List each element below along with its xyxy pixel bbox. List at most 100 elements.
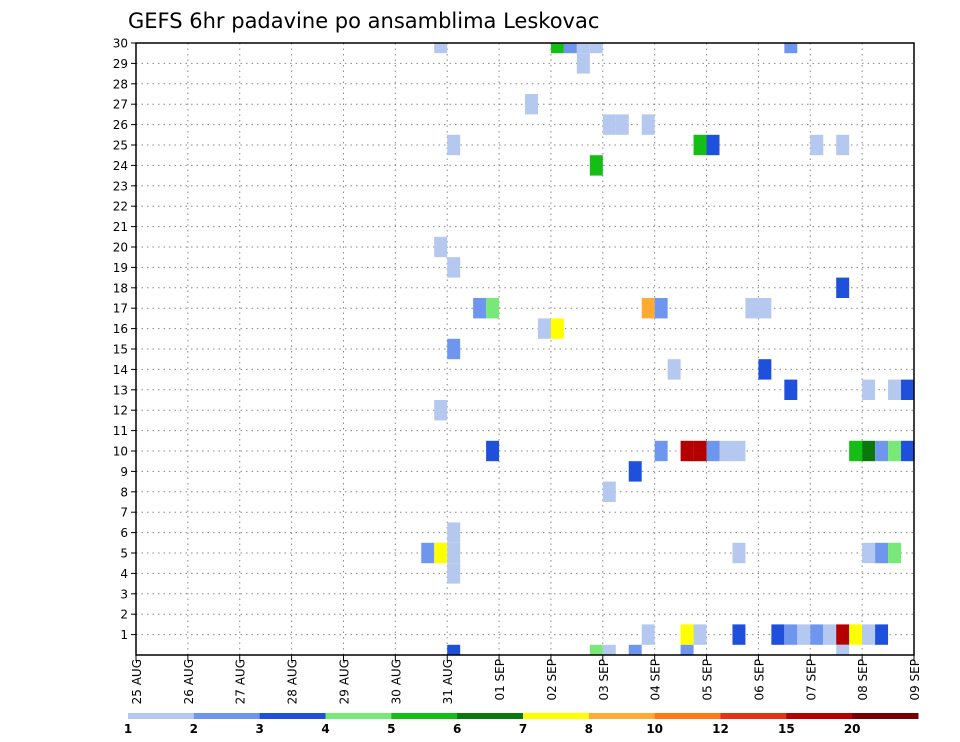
data-cell [849, 440, 863, 462]
x-tick-label: 31 AUG [441, 659, 455, 704]
grid-lines [136, 42, 914, 655]
x-tick-label: 29 AUG [337, 659, 351, 704]
chart-title: GEFS 6hr padavine po ansamblima Leskovac [128, 9, 599, 33]
x-tick-label: 25 AUG [130, 659, 144, 704]
colorbar-label: 12 [712, 722, 729, 736]
data-cell [486, 440, 500, 462]
data-cell [641, 298, 655, 319]
data-cell [862, 440, 876, 462]
x-tick-label: 04 SEP [649, 659, 663, 701]
colorbar-label: 15 [778, 722, 795, 736]
y-tick-label: 2 [120, 608, 128, 622]
data-cell [589, 43, 603, 54]
x-tick-label: 08 SEP [856, 659, 870, 701]
data-cell [875, 542, 889, 564]
data-cell [797, 624, 811, 645]
data-cell [447, 644, 461, 655]
y-tick-label: 4 [120, 567, 128, 581]
data-cell [849, 624, 863, 645]
data-cell [447, 338, 461, 360]
data-cell [602, 481, 616, 502]
data-cell [486, 298, 500, 319]
data-cell [421, 542, 435, 564]
data-cell [810, 624, 824, 645]
data-cell [862, 542, 876, 564]
data-cell [784, 43, 798, 54]
data-cell [525, 94, 538, 115]
y-tick-label: 3 [120, 587, 128, 601]
data-cell [447, 134, 461, 156]
data-cell [693, 624, 707, 645]
data-cell [641, 624, 655, 645]
data-cell [628, 461, 642, 482]
data-cell [434, 236, 448, 258]
y-tick-label: 20 [113, 241, 128, 255]
data-cell [901, 440, 914, 462]
colorbar-label: 20 [844, 722, 861, 736]
y-tick-label: 21 [113, 220, 128, 234]
colorbar-swatch [325, 713, 392, 719]
y-tick-label: 1 [120, 628, 128, 642]
data-cell [537, 318, 551, 339]
y-tick-label: 8 [120, 485, 128, 499]
data-cell [888, 542, 902, 564]
data-cell [589, 644, 603, 655]
data-cell [732, 440, 746, 462]
y-tick-label: 15 [113, 343, 128, 357]
x-tick-label: 05 SEP [701, 659, 715, 701]
data-cell [563, 43, 577, 54]
data-cell [706, 134, 720, 156]
y-tick-label: 19 [113, 261, 128, 275]
y-tick-label: 28 [113, 77, 128, 91]
data-cell [447, 522, 461, 543]
x-tick-label: 07 SEP [804, 659, 818, 701]
colorbar-swatch [588, 713, 656, 719]
data-cell [434, 400, 448, 421]
colorbar-swatch [128, 713, 195, 719]
data-cell [667, 359, 681, 380]
data-cell [823, 624, 837, 645]
data-cell [447, 542, 461, 564]
data-cell [680, 440, 694, 462]
colorbar-label: 7 [519, 722, 527, 736]
colorbar-swatch [720, 713, 787, 719]
colorbar-swatch [654, 713, 721, 719]
colorbar-swatch [457, 713, 524, 719]
x-axis: 25 AUG 26 AUG 27 AUG 28 AUG 29 AUG 30 AUG 31 A… [130, 655, 922, 704]
y-tick-label: 13 [113, 383, 128, 397]
data-cell [836, 624, 850, 645]
y-tick-label: 24 [113, 159, 128, 173]
x-tick-label: 09 SEP [908, 659, 922, 701]
y-tick-label: 27 [113, 98, 128, 112]
data-cell [784, 379, 798, 400]
y-tick-label: 6 [120, 526, 128, 540]
x-tick-label: 28 AUG [286, 659, 300, 704]
data-cell [758, 298, 772, 319]
y-tick-label: 18 [113, 281, 128, 295]
data-cell [550, 43, 564, 54]
x-tick-label: 30 AUG [389, 659, 403, 704]
x-tick-label: 26 AUG [182, 659, 196, 704]
y-tick-label: 23 [113, 179, 128, 193]
y-tick-label: 17 [113, 302, 128, 316]
colorbar-swatch [259, 713, 326, 719]
data-cell [810, 134, 824, 156]
y-tick-label: 9 [120, 465, 128, 479]
colorbar-swatch [523, 713, 590, 719]
data-cell [693, 134, 707, 156]
data-cell [628, 644, 642, 655]
data-cell [875, 624, 889, 645]
data-cell [434, 43, 448, 54]
data-cell [888, 440, 902, 462]
x-tick-label: 03 SEP [597, 659, 611, 701]
colorbar-label: 3 [255, 722, 263, 736]
y-tick-label: 7 [120, 506, 128, 520]
y-tick-label: 29 [113, 57, 128, 71]
colorbar-label: 1 [124, 722, 132, 736]
data-cell [719, 440, 733, 462]
colorbar-label: 2 [190, 722, 198, 736]
data-cell [771, 624, 785, 645]
y-tick-label: 26 [113, 118, 128, 132]
data-cell [901, 379, 914, 400]
y-tick-label: 14 [113, 363, 128, 377]
